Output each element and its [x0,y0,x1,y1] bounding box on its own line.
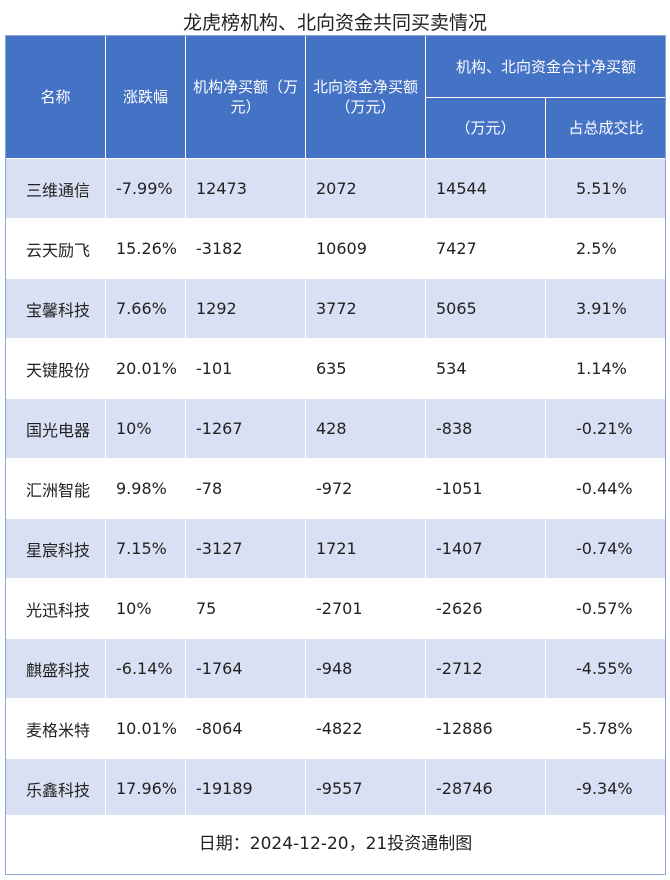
north-net-buy-cell: 1721 [305,518,426,579]
turnover-share-cell: -4.55% [544,638,668,699]
north-net-buy-cell: -4822 [305,698,426,759]
table-row: 麦格米特 10.01% -8064 -4822 -12886 -5.78% [5,698,668,759]
header-change: 涨跌幅 [105,35,186,159]
inst-net-buy-cell: -3127 [185,518,306,579]
turnover-share-cell: -0.44% [544,458,668,519]
combined-net-buy-cell: 5065 [425,278,546,339]
inst-net-buy-cell: -78 [185,458,306,519]
header-inst-net-buy: 机构净买额（万元） [185,35,306,159]
combined-net-buy-cell: 14544 [425,158,546,219]
combined-net-buy-cell: -838 [425,398,546,459]
north-net-buy-cell: -2701 [305,578,426,639]
inst-net-buy-cell: -1267 [185,398,306,459]
stock-name-cell: 三维通信 [5,158,106,219]
change-pct-cell: 7.66% [105,278,186,339]
combined-net-buy-cell: -28746 [425,758,546,819]
turnover-share-cell: -0.21% [544,398,668,459]
table-row: 三维通信 -7.99% 12473 2072 14544 5.51% [5,158,668,219]
table-row: 乐鑫科技 17.96% -19189 -9557 -28746 -9.34% [5,758,668,819]
stock-name-cell: 宝馨科技 [5,278,106,339]
combined-net-buy-cell: 7427 [425,218,546,279]
turnover-share-cell: -0.57% [544,578,668,639]
stock-name-cell: 麒盛科技 [5,638,106,699]
north-net-buy-cell: -9557 [305,758,426,819]
header-combined-share: 占总成交比 [544,97,668,159]
table-row: 国光电器 10% -1267 428 -838 -0.21% [5,398,668,459]
change-pct-cell: 9.98% [105,458,186,519]
turnover-share-cell: 3.91% [544,278,668,339]
inst-net-buy-cell: -1764 [185,638,306,699]
stock-name-cell: 星宸科技 [5,518,106,579]
north-net-buy-cell: 10609 [305,218,426,279]
stock-name-cell: 汇洲智能 [5,458,106,519]
stock-name-cell: 云天励飞 [5,218,106,279]
change-pct-cell: 17.96% [105,758,186,819]
lhb-table: 名称 涨跌幅 机构净买额（万元） 北向资金净买额（万元） 机构、北向资金合计净买… [5,35,668,819]
table-row: 云天励飞 15.26% -3182 10609 7427 2.5% [5,218,668,279]
change-pct-cell: 10.01% [105,698,186,759]
north-net-buy-cell: -948 [305,638,426,699]
change-pct-cell: 10% [105,578,186,639]
table-row: 星宸科技 7.15% -3127 1721 -1407 -0.74% [5,518,668,579]
combined-net-buy-cell: -1407 [425,518,546,579]
change-pct-cell: 20.01% [105,338,186,399]
inst-net-buy-cell: 12473 [185,158,306,219]
table-row: 宝馨科技 7.66% 1292 3772 5065 3.91% [5,278,668,339]
combined-net-buy-cell: -12886 [425,698,546,759]
inst-net-buy-cell: -101 [185,338,306,399]
inst-net-buy-cell: 75 [185,578,306,639]
table-row: 麒盛科技 -6.14% -1764 -948 -2712 -4.55% [5,638,668,699]
change-pct-cell: 10% [105,398,186,459]
table-title: 龙虎榜机构、北向资金共同买卖情况 [182,12,487,34]
inst-net-buy-cell: 1292 [185,278,306,339]
north-net-buy-cell: 2072 [305,158,426,219]
change-pct-cell: -7.99% [105,158,186,219]
combined-net-buy-cell: -1051 [425,458,546,519]
combined-net-buy-cell: -2626 [425,578,546,639]
inst-net-buy-cell: -8064 [185,698,306,759]
stock-name-cell: 乐鑫科技 [5,758,106,819]
table-row: 光迅科技 10% 75 -2701 -2626 -0.57% [5,578,668,639]
header-name: 名称 [5,35,106,159]
stock-name-cell: 麦格米特 [5,698,106,759]
stock-name-cell: 天键股份 [5,338,106,399]
change-pct-cell: -6.14% [105,638,186,699]
change-pct-cell: 7.15% [105,518,186,579]
inst-net-buy-cell: -19189 [185,758,306,819]
turnover-share-cell: 1.14% [544,338,668,399]
header-combined: 机构、北向资金合计净买额 [424,35,668,98]
stock-name-cell: 光迅科技 [5,578,106,639]
north-net-buy-cell: 635 [305,338,426,399]
combined-net-buy-cell: 534 [425,338,546,399]
table-row: 汇洲智能 9.98% -78 -972 -1051 -0.44% [5,458,668,519]
footer-caption: 日期：2024-12-20，21投资通制图 [5,815,666,875]
north-net-buy-cell: -972 [305,458,426,519]
table-row: 天键股份 20.01% -101 635 534 1.14% [5,338,668,399]
inst-net-buy-cell: -3182 [185,218,306,279]
combined-net-buy-cell: -2712 [425,638,546,699]
stock-name-cell: 国光电器 [5,398,106,459]
turnover-share-cell: -0.74% [544,518,668,579]
north-net-buy-cell: 3772 [305,278,426,339]
header-north-net-buy: 北向资金净买额（万元） [305,35,426,159]
header-combined-amount: （万元） [425,97,546,159]
change-pct-cell: 15.26% [105,218,186,279]
north-net-buy-cell: 428 [305,398,426,459]
turnover-share-cell: -9.34% [544,758,668,819]
turnover-share-cell: 2.5% [544,218,668,279]
turnover-share-cell: 5.51% [544,158,668,219]
turnover-share-cell: -5.78% [544,698,668,759]
